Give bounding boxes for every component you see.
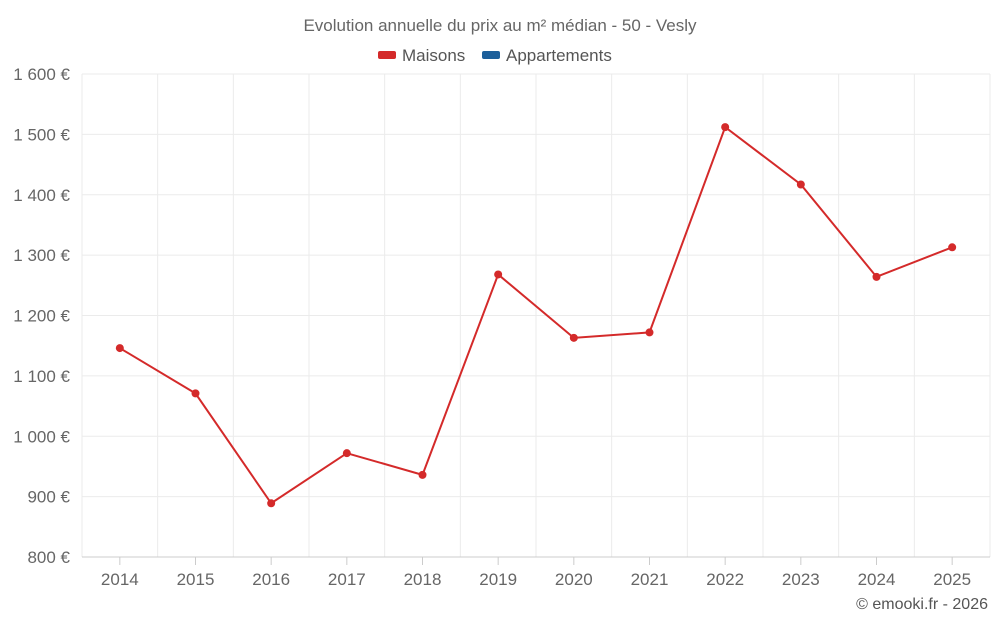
x-tick-label: 2019 — [479, 570, 517, 589]
y-tick-label: 1 200 € — [13, 307, 70, 326]
y-axis-ticks: 800 € 900 € 1 000 € 1 100 € 1 200 € 1 300 € 1 … — [13, 65, 70, 567]
data-point-2024[interactable] — [872, 272, 881, 281]
x-tick-label: 2021 — [631, 570, 669, 589]
y-tick-label: 1 300 € — [13, 246, 70, 265]
x-tick-label: 2024 — [858, 570, 896, 589]
data-point-2016[interactable] — [267, 499, 276, 508]
legend-swatch-maisons — [378, 51, 396, 59]
horizontal-gridlines — [82, 73, 990, 498]
legend-item-appartements[interactable]: Appartements — [482, 46, 612, 65]
credit-text: © emooki.fr - 2026 — [856, 596, 988, 613]
legend-label-maisons: Maisons — [402, 46, 465, 65]
x-tick-label: 2018 — [404, 570, 442, 589]
y-tick-label: 1 100 € — [13, 367, 70, 386]
x-tick-label: 2023 — [782, 570, 820, 589]
data-points-maisons — [115, 123, 957, 508]
x-axis-ticks: 2014 2015 2016 2017 2018 2019 2020 2021 2022 2023… — [101, 557, 971, 589]
legend: Maisons Appartements — [378, 46, 612, 65]
x-tick-label: 2020 — [555, 570, 593, 589]
data-point-2017[interactable] — [342, 449, 351, 458]
x-tick-label: 2017 — [328, 570, 366, 589]
data-point-2023[interactable] — [796, 180, 805, 189]
x-tick-label: 2025 — [933, 570, 971, 589]
series-line-maisons — [119, 125, 953, 505]
data-point-2019[interactable] — [494, 270, 503, 279]
x-tick-label: 2014 — [101, 570, 139, 589]
legend-label-appartements: Appartements — [506, 46, 612, 65]
x-tick-label: 2016 — [252, 570, 290, 589]
y-tick-label: 1 500 € — [13, 125, 70, 144]
data-point-2015[interactable] — [191, 389, 200, 398]
data-point-2014[interactable] — [115, 344, 124, 353]
y-tick-label: 1 400 € — [13, 186, 70, 205]
legend-item-maisons[interactable]: Maisons — [378, 46, 465, 65]
chart-title: Evolution annuelle du prix au m² médian … — [303, 16, 697, 35]
y-tick-label: 1 000 € — [13, 427, 70, 446]
x-tick-label: 2015 — [177, 570, 215, 589]
y-tick-label: 800 € — [27, 548, 70, 567]
data-point-2021[interactable] — [645, 328, 654, 337]
data-point-2025[interactable] — [948, 243, 957, 252]
x-tick-label: 2022 — [706, 570, 744, 589]
data-point-2022[interactable] — [721, 123, 730, 132]
data-point-2018[interactable] — [418, 470, 427, 479]
data-point-2020[interactable] — [569, 333, 578, 342]
legend-swatch-appartements — [482, 51, 500, 59]
y-tick-label: 900 € — [27, 488, 70, 507]
y-tick-label: 1 600 € — [13, 65, 70, 84]
